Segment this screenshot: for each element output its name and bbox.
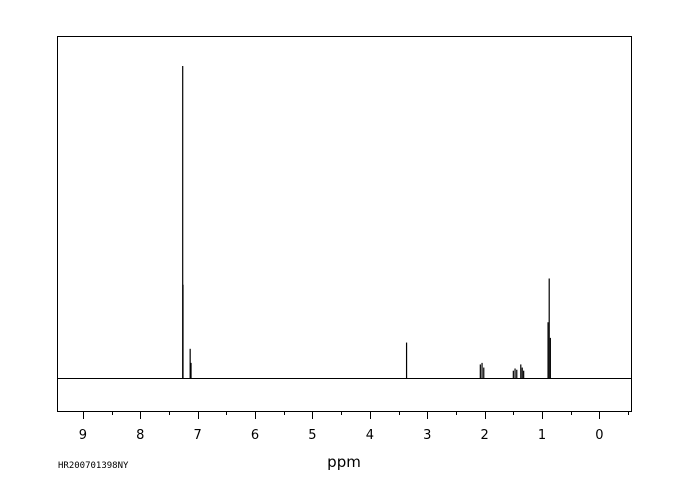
- x-tick-label: 3: [423, 428, 431, 443]
- plot-frame: [57, 36, 632, 412]
- sample-id-label: HR200701398NY: [58, 461, 129, 471]
- x-tick-label: 8: [136, 428, 144, 443]
- x-tick-label: 4: [366, 428, 374, 443]
- x-tick-label: 1: [538, 428, 546, 443]
- x-tick-label: 5: [308, 428, 316, 443]
- x-tick-label: 0: [595, 428, 603, 443]
- x-tick-label: 6: [251, 428, 259, 443]
- x-axis-label: ppm: [327, 453, 361, 471]
- x-axis-ticks: [83, 411, 629, 419]
- spectrum-peaks: [182, 66, 551, 379]
- x-tick-label: 2: [480, 428, 488, 443]
- x-tick-label: 9: [79, 428, 87, 443]
- x-tick-label: 7: [193, 428, 201, 443]
- x-axis-tick-labels: 9 8 7 6 5 4 3 2 1 0: [79, 428, 604, 443]
